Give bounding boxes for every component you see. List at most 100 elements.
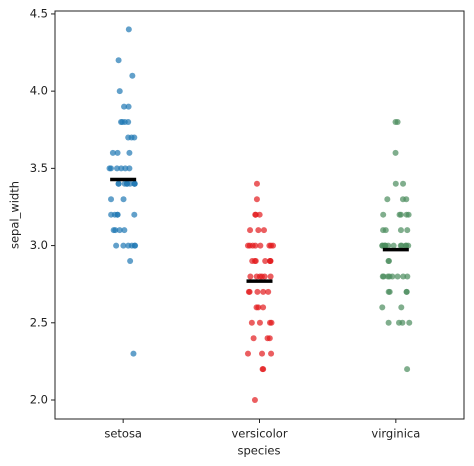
point — [110, 227, 117, 234]
point — [267, 258, 274, 265]
point — [251, 258, 258, 265]
point — [250, 335, 257, 342]
point — [256, 211, 263, 218]
point — [384, 196, 391, 203]
point — [114, 149, 121, 156]
point — [399, 319, 406, 326]
y-tick-label: 4.5 — [30, 6, 48, 20]
point — [397, 227, 404, 234]
point — [120, 242, 127, 249]
point — [121, 227, 128, 234]
point — [254, 288, 261, 295]
point — [247, 273, 254, 280]
point — [131, 180, 138, 187]
point — [247, 227, 254, 234]
point — [257, 242, 264, 249]
point — [252, 211, 259, 218]
point — [390, 242, 397, 249]
point — [115, 180, 122, 187]
point — [406, 319, 413, 326]
point — [256, 319, 263, 326]
point — [267, 273, 274, 280]
y-tick-label: 3.0 — [30, 238, 48, 252]
point — [394, 119, 401, 126]
point — [258, 273, 265, 280]
point — [262, 258, 269, 265]
point — [121, 180, 128, 187]
y-tick-label: 2.5 — [30, 315, 48, 329]
point — [126, 149, 133, 156]
point — [125, 26, 132, 33]
point — [109, 149, 116, 156]
point — [382, 227, 389, 234]
point — [260, 288, 267, 295]
point — [132, 242, 139, 249]
point — [403, 288, 410, 295]
point — [129, 72, 136, 79]
x-tick-label: versicolor — [231, 427, 287, 441]
point — [405, 211, 412, 218]
point — [248, 319, 255, 326]
point — [131, 134, 138, 141]
point — [121, 103, 128, 110]
point — [260, 366, 267, 373]
point — [113, 165, 120, 172]
point — [244, 350, 251, 357]
point — [108, 196, 115, 203]
point — [394, 273, 401, 280]
point — [116, 227, 123, 234]
point — [127, 258, 134, 265]
y-tick-label: 3.5 — [30, 161, 48, 175]
point — [396, 211, 403, 218]
point — [267, 319, 274, 326]
point — [253, 196, 260, 203]
point — [398, 304, 405, 311]
point — [384, 273, 391, 280]
x-tick-label: virginica — [371, 427, 420, 441]
point — [108, 165, 115, 172]
point — [118, 165, 125, 172]
point — [130, 350, 137, 357]
x-axis-label: species — [238, 444, 281, 458]
point — [385, 288, 392, 295]
point — [380, 273, 387, 280]
point — [125, 242, 132, 249]
point — [268, 350, 275, 357]
point — [252, 242, 259, 249]
point — [115, 57, 122, 64]
point — [260, 304, 267, 311]
point — [118, 119, 125, 126]
y-tick-label: 2.0 — [30, 393, 48, 407]
point — [404, 273, 411, 280]
point — [116, 88, 123, 95]
point — [405, 242, 412, 249]
y-axis-label: sepal_width — [8, 181, 22, 249]
point — [113, 242, 120, 249]
point — [259, 350, 266, 357]
point — [255, 304, 262, 311]
point — [111, 211, 118, 218]
point — [266, 335, 273, 342]
point — [265, 288, 272, 295]
point — [385, 258, 392, 265]
point — [400, 273, 407, 280]
y-tick-label: 4.0 — [30, 84, 48, 98]
point — [403, 196, 410, 203]
point — [260, 227, 267, 234]
point — [246, 288, 253, 295]
point — [253, 180, 260, 187]
x-tick-label: setosa — [104, 427, 142, 441]
point — [380, 211, 387, 218]
point — [125, 103, 132, 110]
point — [126, 165, 133, 172]
point — [246, 242, 253, 249]
point — [255, 227, 262, 234]
point — [131, 211, 138, 218]
point — [392, 180, 399, 187]
point — [404, 227, 411, 234]
point — [385, 319, 392, 326]
point — [382, 242, 389, 249]
point — [253, 273, 260, 280]
point — [379, 304, 386, 311]
